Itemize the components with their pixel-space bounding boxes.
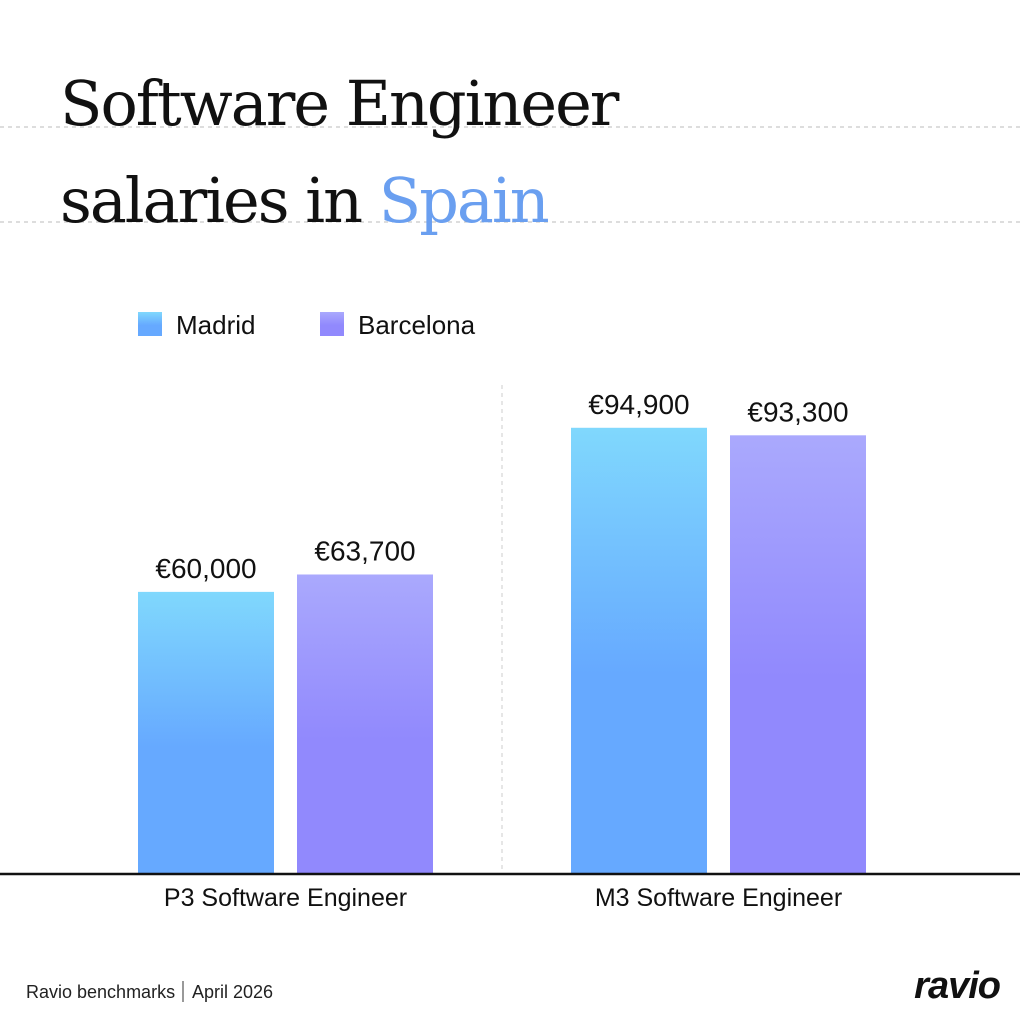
legend-swatch — [138, 312, 162, 336]
chart-title: Software Engineer — [60, 67, 620, 140]
x-tick-label: M3 Software Engineer — [595, 884, 842, 912]
data-label: €93,300 — [747, 396, 848, 427]
data-label: €60,000 — [155, 553, 256, 584]
bar — [138, 591, 274, 874]
data-label: €63,700 — [314, 535, 415, 566]
title-text: salaries in — [60, 164, 362, 237]
legend-label: Madrid — [176, 310, 255, 340]
bar — [571, 427, 707, 874]
legend-swatch — [320, 312, 344, 336]
x-tick-label: P3 Software Engineer — [164, 884, 407, 912]
legend-label: Barcelona — [358, 310, 476, 340]
chart-title: salaries in Spain — [60, 164, 549, 237]
source: Ravio benchmarks — [26, 982, 175, 1002]
bar — [730, 435, 866, 874]
date: April 2026 — [192, 982, 273, 1002]
data-label: €94,900 — [588, 389, 689, 420]
brand-logo: ravio — [914, 965, 1000, 1007]
bar — [297, 574, 433, 874]
title-highlight: Spain — [379, 164, 549, 237]
